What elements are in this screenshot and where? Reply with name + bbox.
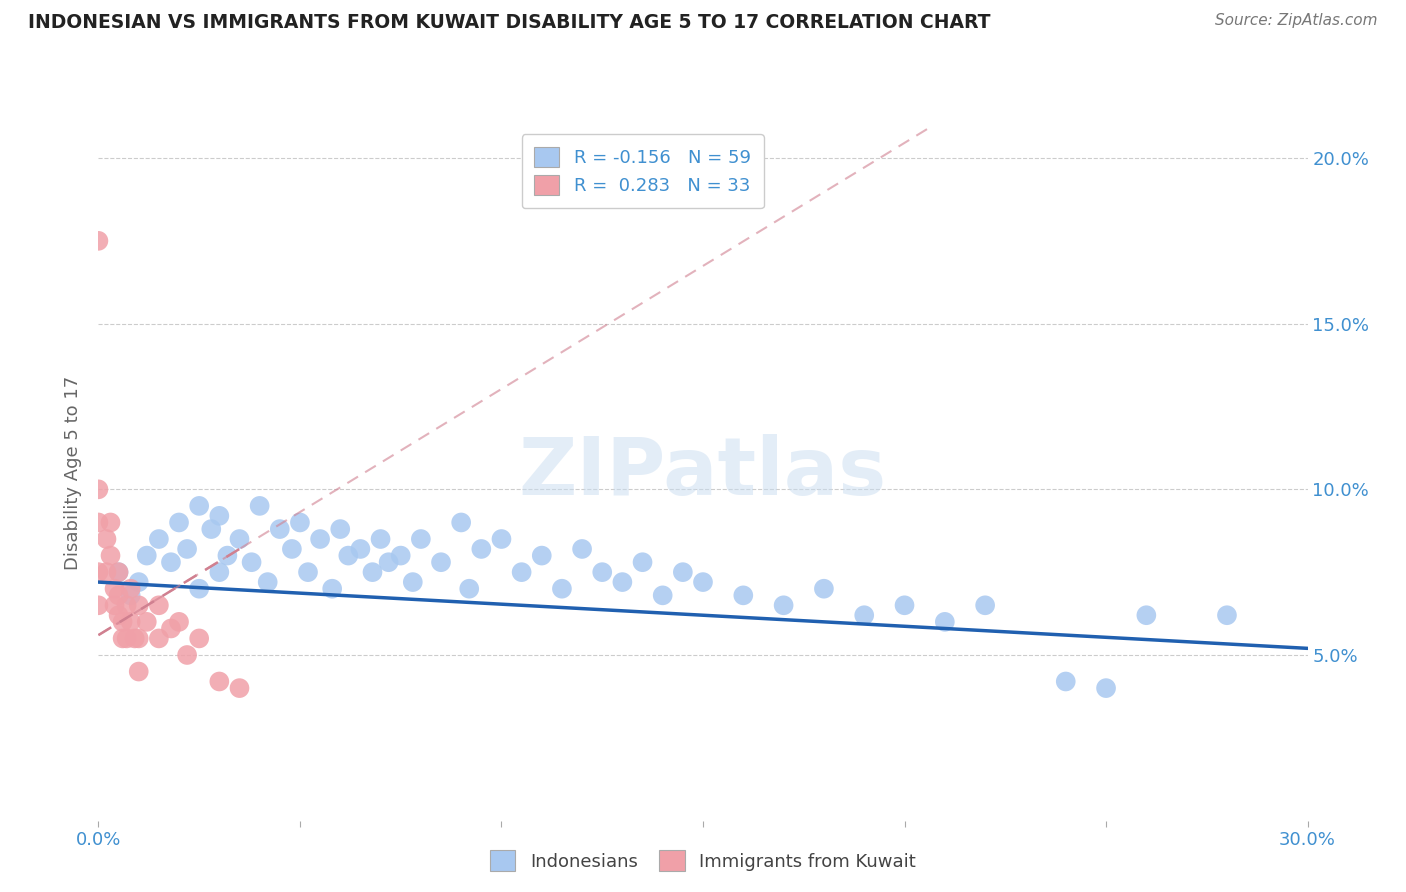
Point — [974, 599, 997, 613]
Point — [458, 582, 481, 596]
Point — [167, 615, 190, 629]
Point — [128, 575, 150, 590]
Point — [297, 565, 319, 579]
Point — [337, 549, 360, 563]
Point — [288, 516, 311, 530]
Point — [124, 632, 146, 646]
Point — [128, 665, 150, 679]
Point — [208, 674, 231, 689]
Point — [309, 532, 332, 546]
Point — [281, 541, 304, 556]
Point — [100, 516, 122, 530]
Point — [591, 565, 613, 579]
Point — [208, 508, 231, 523]
Point — [135, 615, 157, 629]
Point — [240, 555, 263, 569]
Point — [87, 565, 110, 579]
Point — [430, 555, 453, 569]
Point — [269, 522, 291, 536]
Point — [510, 565, 533, 579]
Point — [1135, 608, 1157, 623]
Point — [120, 615, 142, 629]
Point — [491, 532, 513, 546]
Legend: R = -0.156   N = 59, R =  0.283   N = 33: R = -0.156 N = 59, R = 0.283 N = 33 — [522, 134, 763, 208]
Point — [249, 499, 271, 513]
Point — [100, 549, 122, 563]
Point — [87, 599, 110, 613]
Point — [361, 565, 384, 579]
Point — [409, 532, 432, 546]
Legend: Indonesians, Immigrants from Kuwait: Indonesians, Immigrants from Kuwait — [482, 843, 924, 879]
Point — [107, 588, 129, 602]
Point — [893, 599, 915, 613]
Point — [128, 599, 150, 613]
Point — [167, 516, 190, 530]
Point — [551, 582, 574, 596]
Point — [160, 622, 183, 636]
Point — [772, 599, 794, 613]
Point — [402, 575, 425, 590]
Point — [111, 615, 134, 629]
Point — [631, 555, 654, 569]
Point — [96, 565, 118, 579]
Point — [107, 565, 129, 579]
Point — [107, 565, 129, 579]
Point — [349, 541, 371, 556]
Point — [87, 234, 110, 248]
Point — [853, 608, 876, 623]
Text: INDONESIAN VS IMMIGRANTS FROM KUWAIT DISABILITY AGE 5 TO 17 CORRELATION CHART: INDONESIAN VS IMMIGRANTS FROM KUWAIT DIS… — [28, 13, 991, 32]
Text: ZIPatlas: ZIPatlas — [519, 434, 887, 512]
Point — [120, 582, 142, 596]
Point — [389, 549, 412, 563]
Point — [651, 588, 673, 602]
Point — [329, 522, 352, 536]
Point — [571, 541, 593, 556]
Point — [87, 516, 110, 530]
Point — [128, 632, 150, 646]
Point — [733, 588, 755, 602]
Point — [103, 582, 125, 596]
Point — [370, 532, 392, 546]
Point — [1216, 608, 1239, 623]
Y-axis label: Disability Age 5 to 17: Disability Age 5 to 17 — [65, 376, 83, 570]
Point — [148, 599, 170, 613]
Point — [176, 541, 198, 556]
Point — [115, 599, 138, 613]
Point — [96, 532, 118, 546]
Point — [87, 483, 110, 497]
Point — [1054, 674, 1077, 689]
Point — [103, 599, 125, 613]
Point — [470, 541, 492, 556]
Point — [208, 565, 231, 579]
Point — [115, 632, 138, 646]
Point — [148, 532, 170, 546]
Point — [934, 615, 956, 629]
Point — [217, 549, 239, 563]
Point — [135, 549, 157, 563]
Point — [228, 681, 250, 695]
Point — [176, 648, 198, 662]
Point — [148, 632, 170, 646]
Point — [200, 522, 222, 536]
Point — [111, 632, 134, 646]
Point — [256, 575, 278, 590]
Point — [321, 582, 343, 596]
Point — [188, 582, 211, 596]
Point — [530, 549, 553, 563]
Point — [160, 555, 183, 569]
Text: Source: ZipAtlas.com: Source: ZipAtlas.com — [1215, 13, 1378, 29]
Point — [672, 565, 695, 579]
Point — [692, 575, 714, 590]
Point — [188, 632, 211, 646]
Point — [1095, 681, 1118, 695]
Point — [228, 532, 250, 546]
Point — [188, 499, 211, 513]
Point — [377, 555, 399, 569]
Point — [612, 575, 634, 590]
Point — [120, 588, 142, 602]
Point — [813, 582, 835, 596]
Point — [450, 516, 472, 530]
Point — [107, 608, 129, 623]
